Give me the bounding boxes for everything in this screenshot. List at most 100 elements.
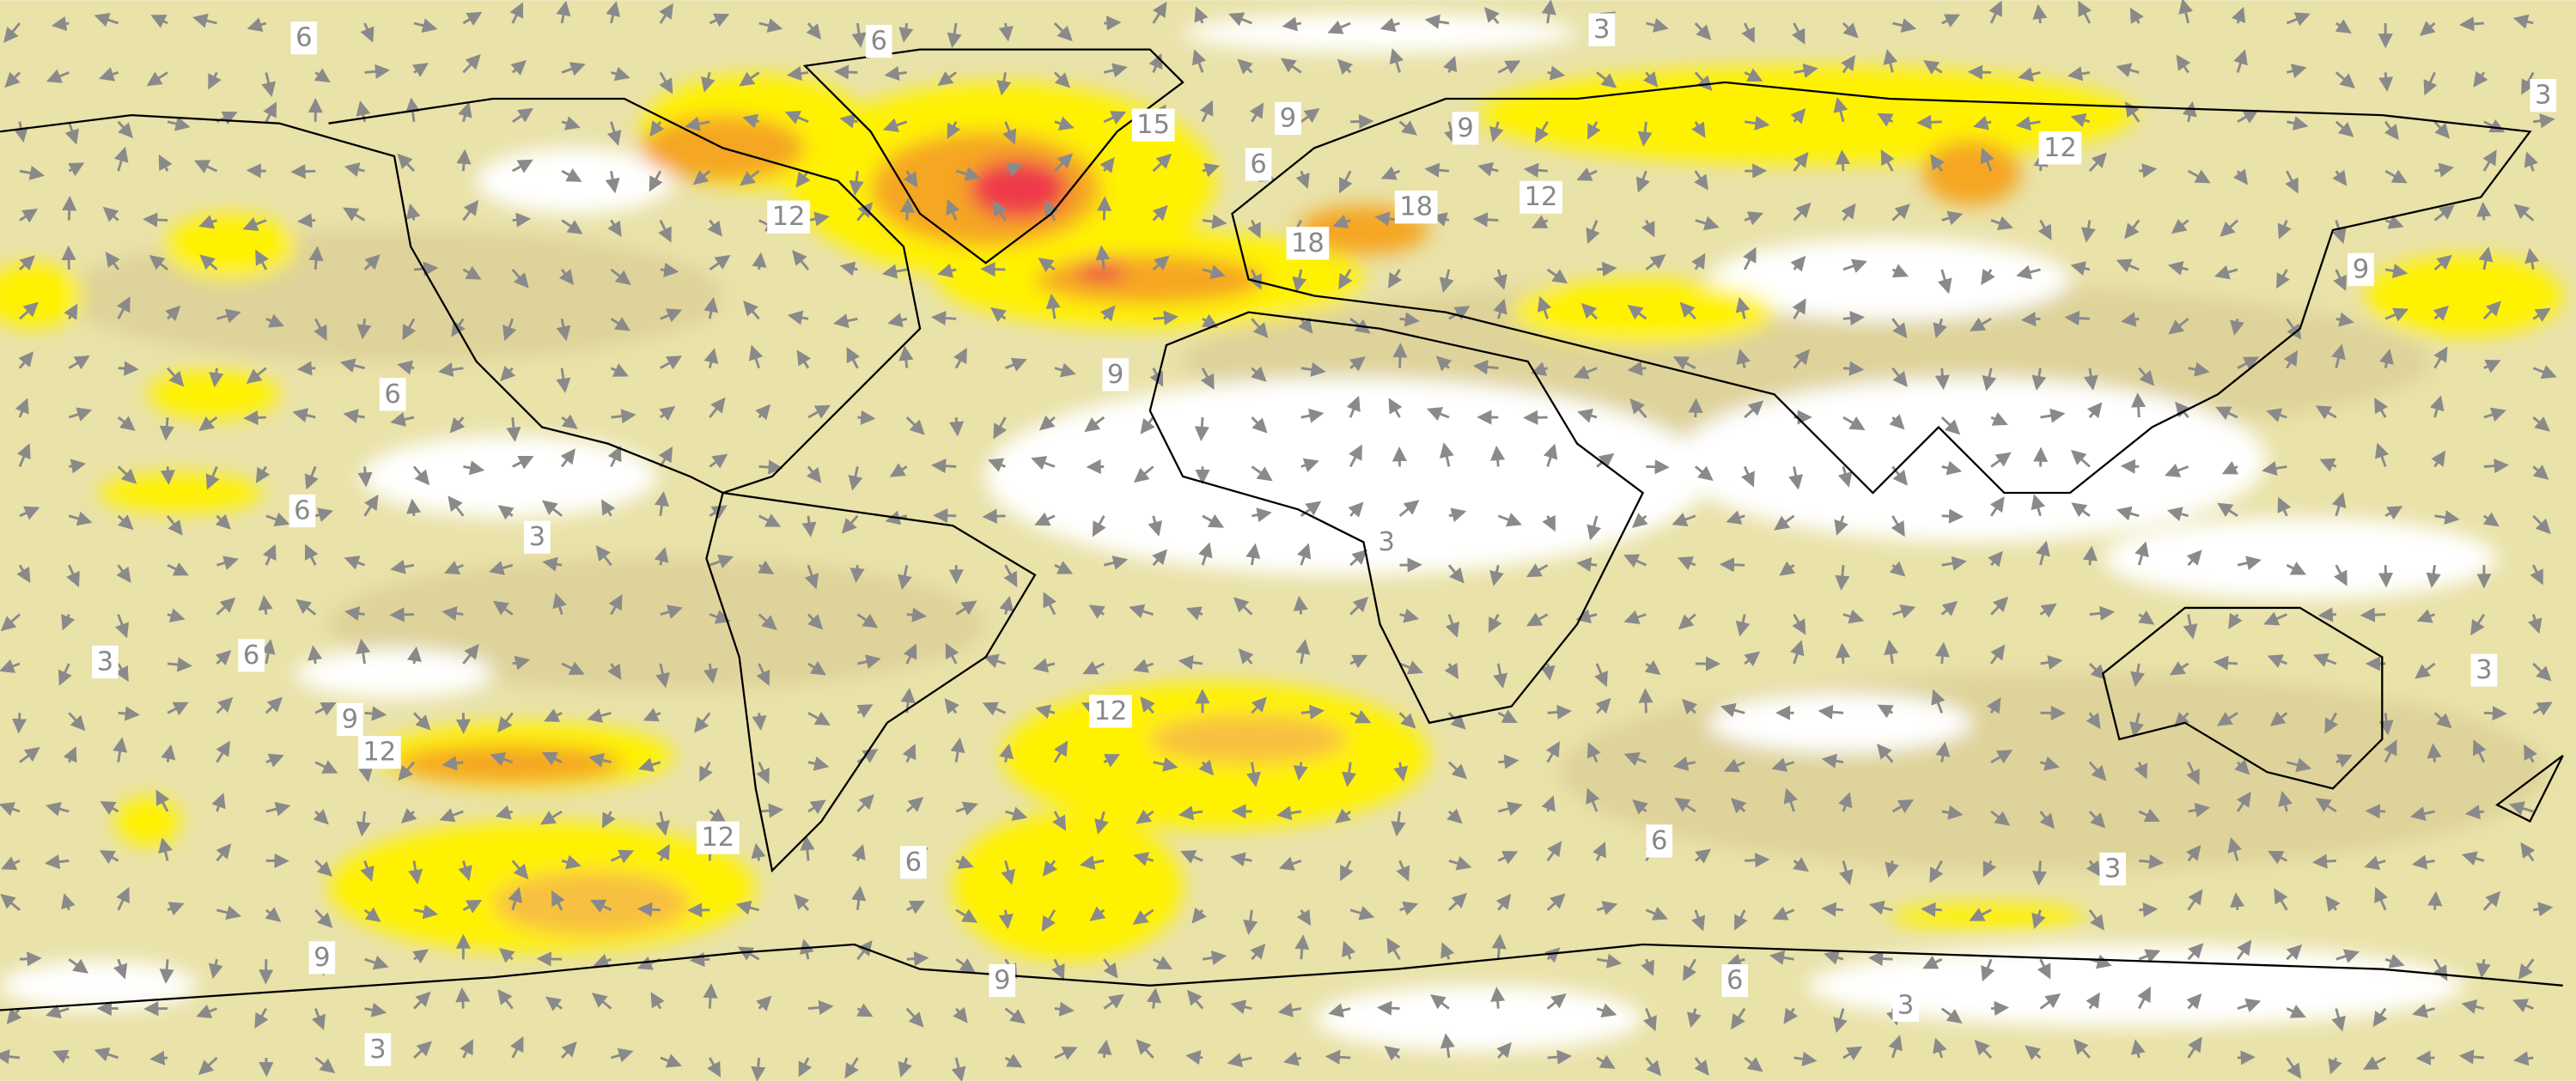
wind-arrow — [1152, 549, 1168, 567]
wind-arrow — [1547, 65, 1566, 81]
wind-arrow — [2216, 712, 2238, 726]
wind-arrow — [1731, 1007, 1746, 1030]
wind-arrow — [314, 859, 333, 878]
wind-arrow — [167, 367, 185, 387]
wind-arrow — [1, 856, 21, 871]
wind-arrow — [1793, 1051, 1818, 1066]
wind-arrow — [343, 409, 365, 424]
wind-arrow — [998, 22, 1014, 42]
wind-arrow — [1424, 162, 1450, 178]
wind-arrow — [1035, 704, 1056, 720]
wind-arrow — [556, 0, 571, 24]
wind-arrow — [265, 907, 282, 922]
wind-arrow — [1877, 744, 1894, 763]
wind-arrow — [1891, 264, 1909, 278]
wind-arrow — [2169, 661, 2189, 676]
wind-arrow — [1104, 15, 1122, 31]
wind-arrow — [1276, 805, 1302, 821]
wind-arrow — [1694, 1057, 1709, 1076]
wind-arrow — [205, 465, 220, 490]
wind-arrow — [658, 219, 672, 243]
wind-arrow — [255, 465, 271, 483]
contour-label: 12 — [362, 738, 396, 768]
wind-arrow — [155, 789, 170, 812]
wind-arrow — [1842, 416, 1866, 431]
wind-arrow — [1399, 660, 1423, 675]
wind-arrow — [1916, 114, 1942, 130]
wind-arrow — [1380, 166, 1401, 180]
wind-arrow — [1596, 1054, 1616, 1069]
wind-arrow — [611, 409, 636, 424]
wind-arrow — [117, 416, 136, 431]
wind-arrow — [462, 643, 479, 665]
wind-arrow — [536, 951, 563, 967]
label-box — [1452, 112, 1479, 145]
wind-arrow — [1054, 1001, 1075, 1017]
wind-arrow — [1546, 268, 1568, 284]
wind-arrow — [1445, 614, 1460, 638]
wind-arrow — [455, 987, 471, 1009]
wind-arrow — [1103, 111, 1127, 124]
wind-arrow — [806, 22, 822, 40]
wind-arrow — [1349, 654, 1368, 669]
wind-arrow — [844, 1057, 859, 1079]
contour-label: 9 — [1280, 103, 1296, 133]
wind-arrow — [1833, 97, 1848, 123]
wind-arrow — [937, 263, 957, 278]
wind-arrow — [2187, 169, 2211, 184]
wind-arrow — [1044, 200, 1059, 222]
wind-arrow — [1573, 365, 1598, 380]
wind-arrow — [784, 110, 809, 124]
wind-arrow — [68, 511, 93, 526]
label-box — [337, 702, 363, 737]
wind-arrow — [1237, 58, 1253, 75]
wind-arrow — [2532, 662, 2552, 682]
wind-arrow — [19, 747, 40, 763]
wind-arrow — [1623, 752, 1647, 767]
wind-arrow — [2384, 739, 2397, 763]
wind-arrow — [2384, 169, 2408, 184]
wind-arrow — [1148, 515, 1163, 537]
wind-arrow — [61, 614, 76, 631]
wind-arrow — [1051, 811, 1067, 831]
wind-arrow — [561, 1042, 577, 1059]
wind-arrow — [990, 307, 1007, 323]
wind-arrow — [497, 712, 514, 733]
wind-arrow — [497, 988, 514, 1010]
wind-arrow — [1152, 1, 1167, 24]
wind-arrow — [2287, 757, 2312, 773]
label-box — [1245, 148, 1272, 181]
wind-arrow — [1821, 753, 1844, 768]
wind-arrow — [992, 200, 1008, 222]
wind-arrow — [539, 810, 563, 825]
wind-arrow — [458, 860, 472, 882]
wind-arrow — [408, 860, 423, 885]
wind-arrow — [161, 744, 176, 762]
wind-arrow — [292, 408, 316, 422]
wind-arrow — [1842, 609, 1865, 624]
wind-arrow — [953, 347, 967, 369]
wind-arrow — [509, 1035, 524, 1059]
wind-arrow — [1891, 799, 1915, 814]
wind-arrow — [64, 121, 79, 145]
wind-arrow — [1391, 811, 1406, 837]
wind-arrow — [949, 416, 965, 437]
wind-arrow — [1140, 416, 1155, 434]
wind-arrow — [246, 163, 266, 179]
wind-arrow — [857, 410, 876, 425]
wind-arrow — [758, 18, 783, 33]
wind-arrow — [659, 3, 673, 24]
wind-arrow — [1054, 1047, 1078, 1060]
wind-arrow — [1793, 202, 1812, 222]
wind-arrow — [1103, 958, 1118, 979]
wind-arrow — [1132, 659, 1154, 673]
wind-arrow — [1094, 811, 1109, 835]
wind-arrow — [262, 544, 277, 566]
contour-label: 6 — [871, 27, 887, 57]
wind-arrow — [1741, 22, 1755, 44]
wind-arrow — [113, 737, 128, 762]
contour-label: 12 — [701, 823, 734, 853]
wind-arrow — [607, 219, 622, 237]
wind-arrow — [1629, 398, 1647, 418]
